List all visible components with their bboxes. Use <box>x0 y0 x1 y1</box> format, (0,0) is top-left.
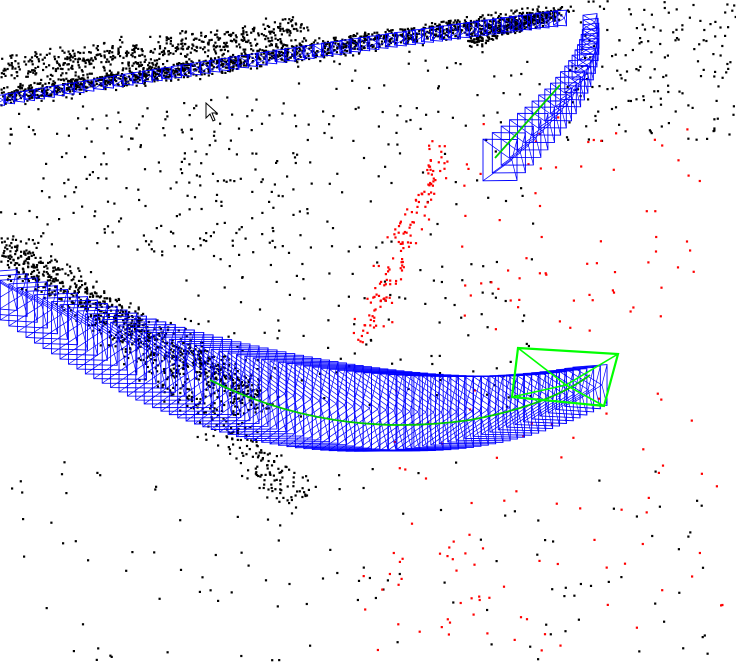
keyframes-layer <box>0 9 608 452</box>
covisibility-graph-layer <box>209 84 591 426</box>
current-camera-frame <box>510 346 620 408</box>
local-map-points-layer <box>352 116 724 652</box>
